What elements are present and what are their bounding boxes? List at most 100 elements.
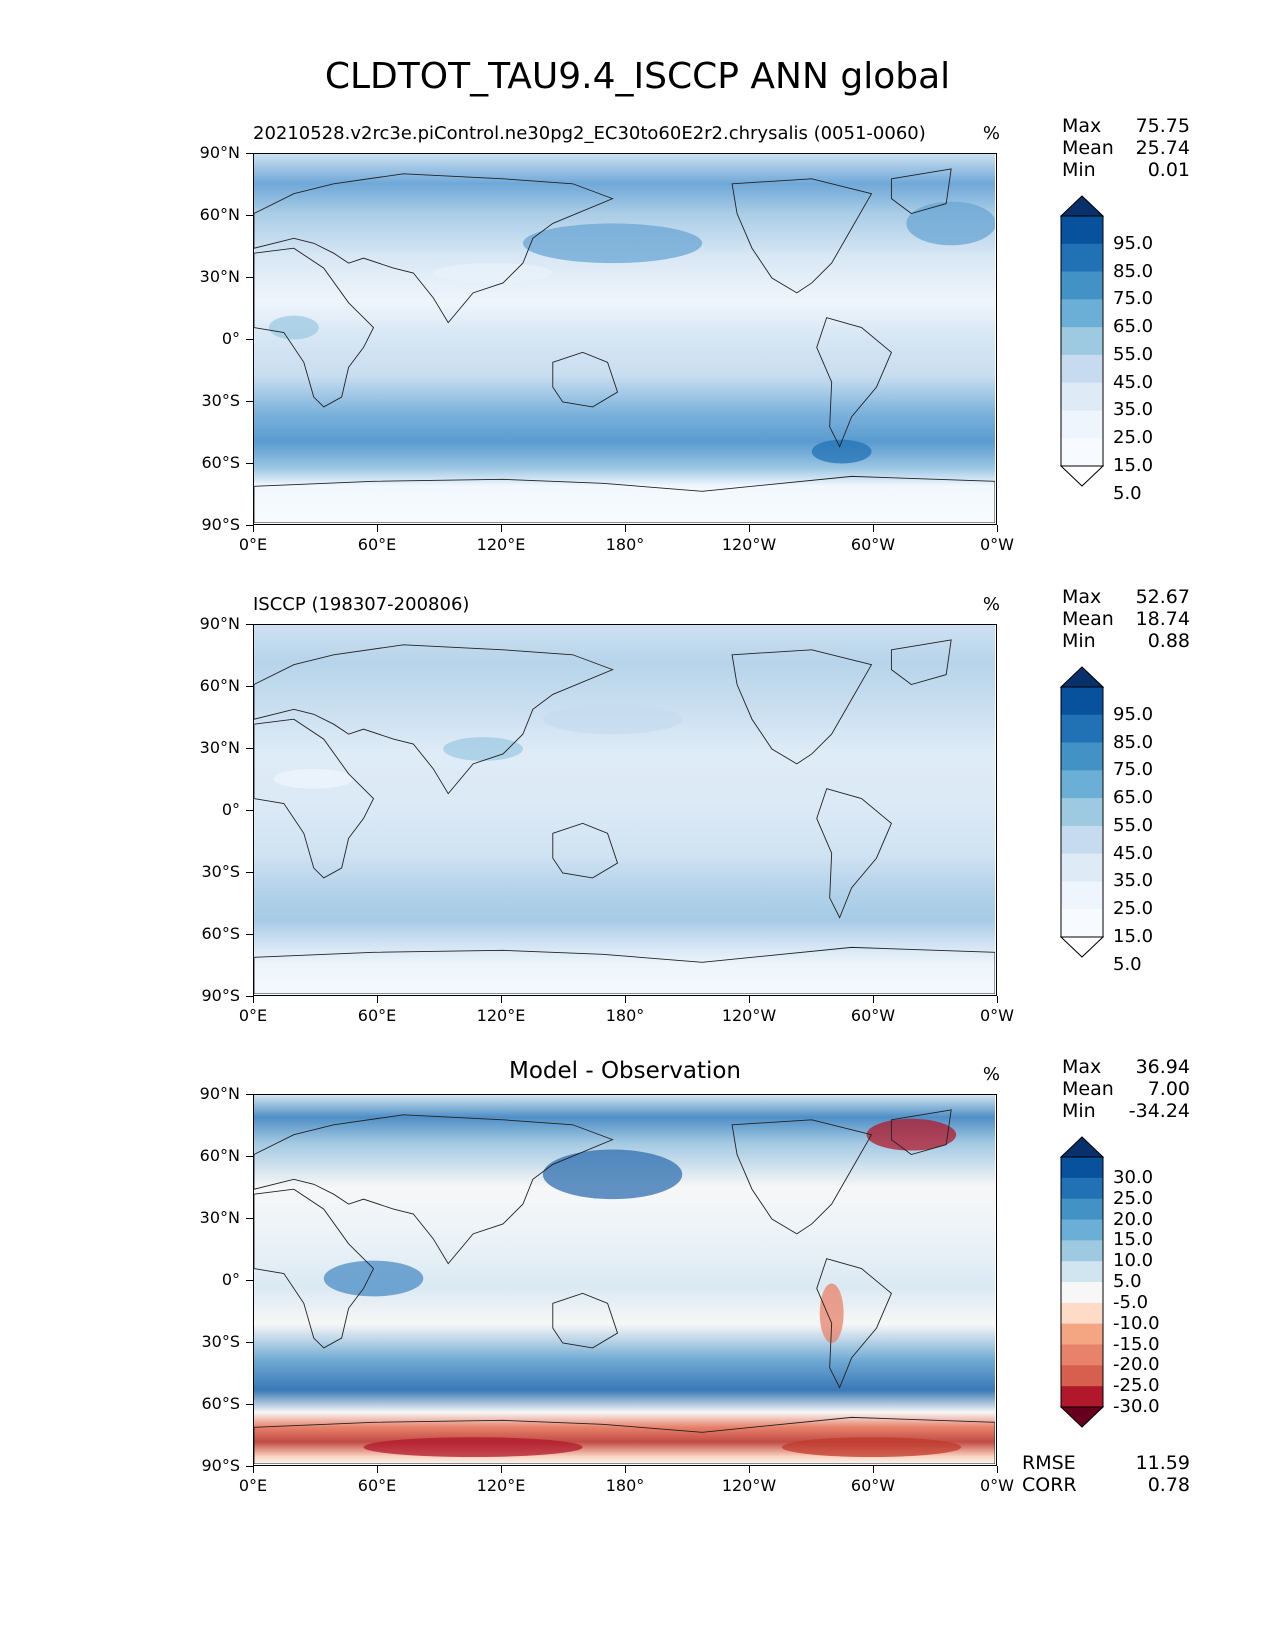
colorbar-segment [1061, 1261, 1103, 1283]
y-tick-mark [246, 1094, 253, 1095]
y-tick-label: 60°N [199, 1146, 240, 1165]
stat-value: -34.24 [1128, 1100, 1190, 1122]
panel-title-left: ISCCP (198307-200806) [253, 594, 470, 615]
x-tick-label: 60°E [357, 1476, 397, 1495]
coastline [552, 1292, 619, 1349]
colorbar-tick-label: 95.0 [1113, 232, 1154, 254]
coastline [254, 718, 375, 879]
x-tick-mark [253, 1466, 254, 1473]
map-panel [253, 1094, 997, 1466]
colorbar-segment [1061, 1386, 1103, 1408]
y-tick-mark [246, 624, 253, 625]
metric-row: CORR 0.78 [1022, 1474, 1190, 1496]
y-tick-mark [246, 401, 253, 402]
stat-value: 18.74 [1135, 608, 1190, 630]
units-label: % [982, 1064, 1000, 1085]
x-tick-mark [625, 996, 626, 1003]
y-tick-mark [246, 1218, 253, 1219]
y-tick-label: 90°N [199, 143, 240, 162]
stat-label: Mean [1062, 608, 1114, 630]
stat-label: Min [1062, 1100, 1096, 1122]
colorbar-segment [1061, 299, 1103, 328]
y-tick-mark [246, 215, 253, 216]
x-tick-mark [873, 525, 874, 532]
colorbar-tick-label: -25.0 [1113, 1375, 1160, 1397]
y-tick-label: 60°S [201, 453, 240, 472]
y-tick-mark [246, 1342, 253, 1343]
coastline [254, 173, 614, 324]
x-tick-mark [749, 996, 750, 1003]
x-tick-mark [501, 525, 502, 532]
y-tick-label: 90°N [199, 614, 240, 633]
y-tick-label: 90°S [201, 1456, 240, 1475]
stat-value: 0.88 [1147, 630, 1190, 652]
stat-value: 7.00 [1147, 1078, 1190, 1100]
colorbar-tick-label: 25.0 [1113, 898, 1154, 920]
colorbar-segment [1061, 742, 1103, 771]
colorbar-tick-label: 35.0 [1113, 870, 1154, 892]
y-tick-label: 30°N [199, 738, 240, 757]
colorbar-segment [1061, 825, 1103, 855]
colorbar-tick-label: -5.0 [1113, 1291, 1149, 1313]
colorbar-segment [1061, 243, 1103, 273]
colorbar-segment [1061, 382, 1103, 411]
colorbar-tick-label: 15.0 [1113, 926, 1154, 947]
x-tick-label: 0°W [980, 1476, 1014, 1495]
contour-region [906, 201, 995, 246]
colorbar-frame [1060, 215, 1104, 467]
colorbar-segment [1061, 1344, 1103, 1366]
colorbar-tick-label: -30.0 [1113, 1396, 1160, 1417]
stat-row: Min 0.01 [1062, 159, 1190, 181]
colorbar-segment [1061, 714, 1103, 744]
colorbar-tick-label: 20.0 [1113, 1208, 1154, 1230]
stat-row: Mean 25.74 [1062, 137, 1190, 159]
y-tick-label: 30°S [201, 862, 240, 881]
contour-region [866, 1118, 957, 1151]
colorbar-segment [1061, 1240, 1103, 1262]
colorbar-tick-label: 25.0 [1113, 1187, 1154, 1209]
x-tick-mark [501, 1466, 502, 1473]
stat-value: 25.74 [1135, 137, 1190, 159]
contour-region [268, 315, 319, 340]
y-tick-mark [246, 463, 253, 464]
y-tick-mark [246, 872, 253, 873]
colorbar-extend-top [1059, 195, 1105, 217]
colorbar-tick-label: 35.0 [1113, 399, 1154, 421]
stat-row: Max 36.94 [1062, 1056, 1190, 1078]
coastline [816, 788, 892, 919]
stat-label: Max [1062, 115, 1102, 137]
stat-label: Max [1062, 1056, 1102, 1078]
stat-value: 52.67 [1135, 586, 1190, 608]
y-tick-label: 30°N [199, 1208, 240, 1227]
y-tick-label: 30°S [201, 1332, 240, 1351]
x-tick-label: 60°W [850, 1476, 896, 1495]
contour-region [273, 768, 354, 789]
units-label: % [982, 594, 1000, 615]
stat-row: Max 52.67 [1062, 586, 1190, 608]
x-tick-mark [253, 996, 254, 1003]
y-tick-mark [246, 1156, 253, 1157]
coastline [254, 1416, 995, 1464]
x-tick-mark [501, 996, 502, 1003]
metric-value: 0.78 [1147, 1474, 1190, 1496]
metrics-block: RMSE 11.59 CORR 0.78 [1022, 1452, 1190, 1496]
colorbar-segment [1061, 1323, 1103, 1345]
colorbar-segment [1061, 354, 1103, 384]
x-tick-label: 0°E [238, 1006, 268, 1025]
colorbar-segment [1061, 438, 1103, 467]
colorbar-tick-label: 45.0 [1113, 842, 1154, 864]
colorbar-tick-label: 85.0 [1113, 731, 1154, 753]
coastline [254, 247, 375, 408]
stat-row: Max 75.75 [1062, 115, 1190, 137]
y-tick-mark [246, 153, 253, 154]
coastline [816, 1258, 892, 1389]
colorbar-tick-label: -20.0 [1113, 1354, 1160, 1376]
colorbar-segment [1061, 216, 1103, 245]
coastline [731, 178, 873, 294]
stat-row: Mean 18.74 [1062, 608, 1190, 630]
x-tick-label: 0°W [980, 1006, 1014, 1025]
y-tick-label: 30°N [199, 267, 240, 286]
stat-label: Mean [1062, 1078, 1114, 1100]
colorbar-tick-label: 65.0 [1113, 316, 1154, 338]
stat-label: Min [1062, 630, 1096, 652]
